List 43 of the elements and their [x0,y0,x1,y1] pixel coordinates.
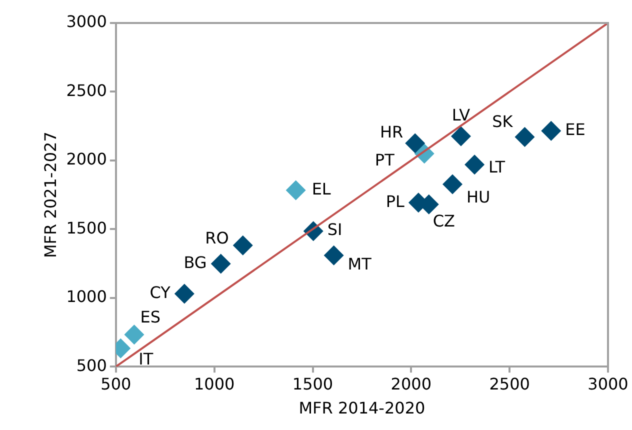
point [464,154,485,175]
y-tick-label: 1500 [66,218,107,238]
y-tick-label: 2500 [66,80,107,100]
annotation: CZ [432,212,456,231]
annotation: RO [205,228,229,248]
x-tick-label: 2000 [390,374,432,394]
annotation: BG [184,252,207,272]
annotation: SK [492,112,514,132]
point [442,174,463,194]
y-tick-label: 3000 [66,12,107,32]
annotation: MT [348,254,372,274]
point [541,120,562,141]
annotation: LV [452,105,470,124]
annotation: ES [140,308,160,327]
point [286,180,306,200]
y-tick-label: 1000 [66,287,107,306]
annotation: HR [380,122,404,142]
annotation: PL [386,192,405,211]
point [124,324,144,345]
x-tick-label: 3000 [588,374,628,394]
point [450,126,471,146]
annotation: EE [565,120,586,140]
x-tick-label: 1000 [194,374,235,394]
point [324,245,344,266]
point [405,133,426,154]
x-tick-label: 1500 [292,374,334,394]
annotation: HU [466,187,490,206]
annotation: IT [138,349,154,368]
annotation: EL [312,179,331,198]
annotation: PT [374,150,395,170]
point [210,254,231,274]
y-tick-label: 2000 [66,150,107,169]
point [174,284,194,304]
point [514,126,535,147]
y-axis-title: MFR 2021-2027 [40,132,60,258]
x-tick-label: 2500 [489,374,530,394]
point [232,235,253,256]
x-axis-title: MFR 2014-2020 [298,398,426,418]
x-tick-label: 500 [100,374,132,394]
annotation: SI [327,220,342,240]
annotation: CY [150,282,171,302]
annotation: LT [488,158,506,177]
y-tick-label: 500 [76,356,107,375]
